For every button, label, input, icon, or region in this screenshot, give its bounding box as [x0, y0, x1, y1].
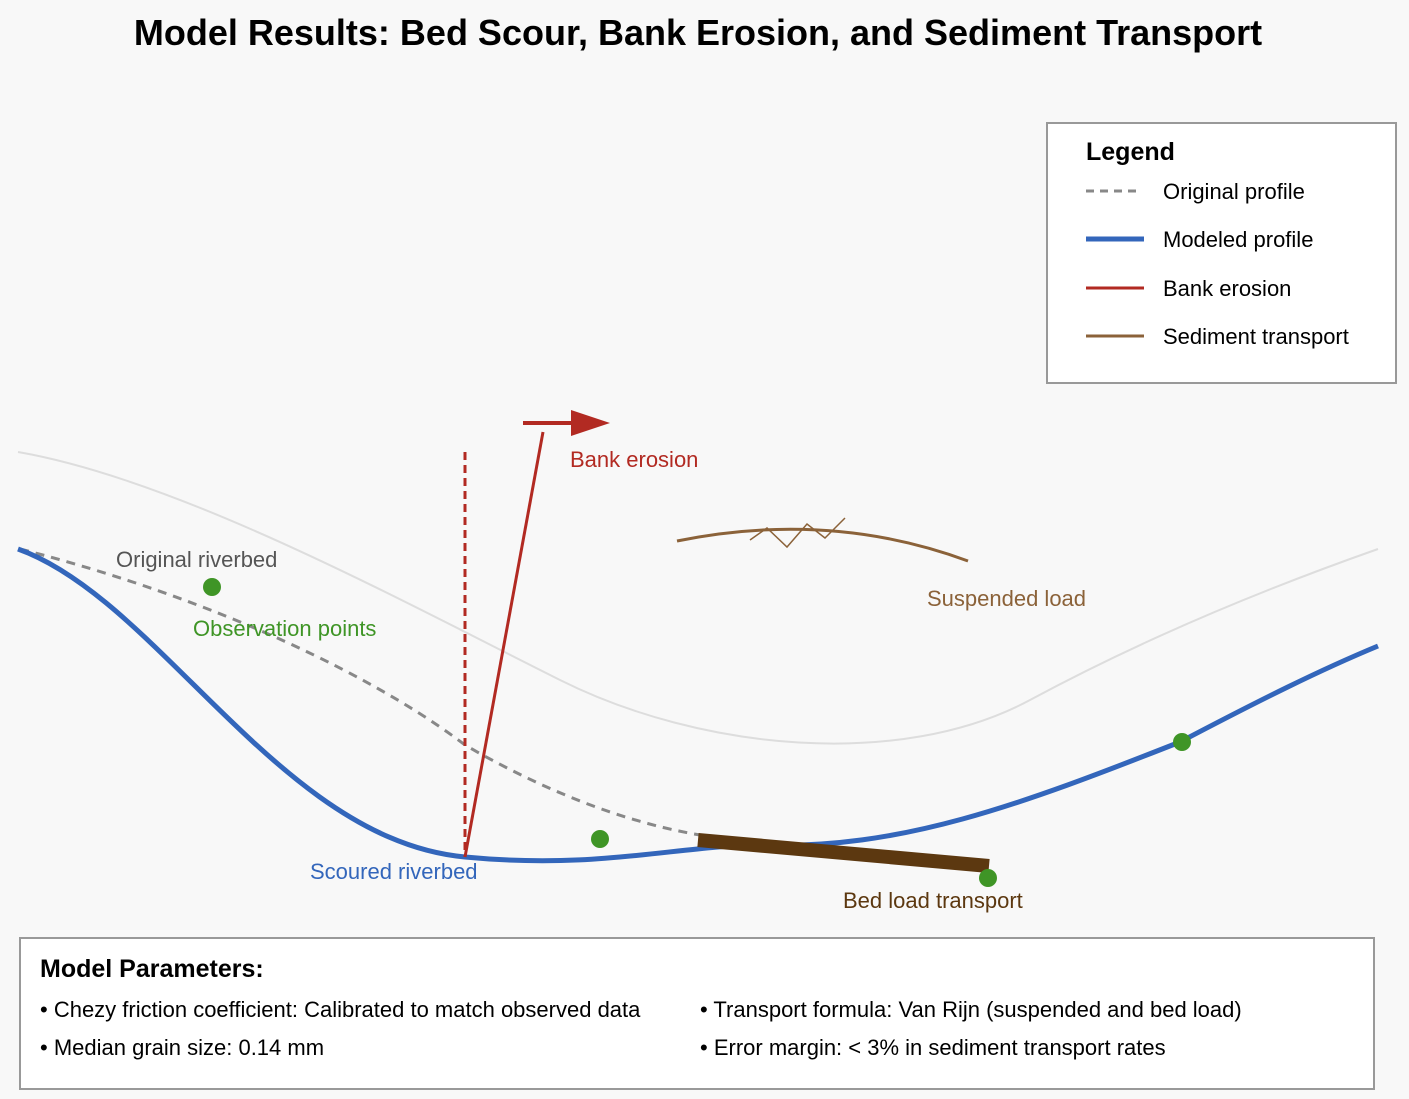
- suspended-load-zigzag: [749, 517, 846, 549]
- observation-point: [1173, 733, 1191, 751]
- model-parameters-panel: Model Parameters: • Chezy friction coeff…: [19, 937, 1375, 1090]
- original-profile-line: [19, 547, 701, 837]
- legend: Legend Original profile Modeled profile …: [1046, 122, 1397, 384]
- observation-point: [203, 578, 221, 596]
- model-parameters-title: Model Parameters:: [40, 955, 264, 983]
- bed-load-transport-label: Bed load transport: [843, 888, 1023, 913]
- legend-label-modeled-profile: Modeled profile: [1163, 227, 1313, 252]
- parameter-item: • Median grain size: 0.14 mm: [40, 1035, 325, 1060]
- observation-point: [591, 830, 609, 848]
- observation-points-label: Observation points: [193, 616, 376, 641]
- bed-load-transport-bar: [697, 833, 990, 873]
- legend-box: [1046, 122, 1397, 384]
- suspended-load-label: Suspended load: [927, 586, 1086, 611]
- observation-point: [979, 869, 997, 887]
- parameter-item: • Chezy friction coefficient: Calibrated…: [40, 997, 641, 1022]
- modeled-profile-line: [17, 546, 1379, 864]
- scoured-riverbed-label: Scoured riverbed: [310, 859, 478, 884]
- parameter-item: • Error margin: < 3% in sediment transpo…: [700, 1035, 1166, 1060]
- legend-label-sediment-transport: Sediment transport: [1163, 324, 1349, 349]
- suspended-load-arc: [676, 527, 969, 563]
- bank-erosion-eroded-bank-line: [463, 431, 545, 858]
- parameter-item: • Transport formula: Van Rijn (suspended…: [700, 997, 1242, 1022]
- original-riverbed-label: Original riverbed: [116, 547, 277, 572]
- legend-label-original-profile: Original profile: [1163, 179, 1305, 204]
- water-surface-line: [17, 451, 1379, 745]
- bank-erosion-label: Bank erosion: [570, 447, 698, 472]
- legend-title: Legend: [1086, 138, 1175, 166]
- diagram-title: Model Results: Bed Scour, Bank Erosion, …: [134, 12, 1262, 53]
- diagram-canvas: Model Results: Bed Scour, Bank Erosion, …: [17, 12, 1397, 913]
- legend-label-bank-erosion: Bank erosion: [1163, 276, 1291, 301]
- bank-erosion-arrowhead: [571, 410, 610, 436]
